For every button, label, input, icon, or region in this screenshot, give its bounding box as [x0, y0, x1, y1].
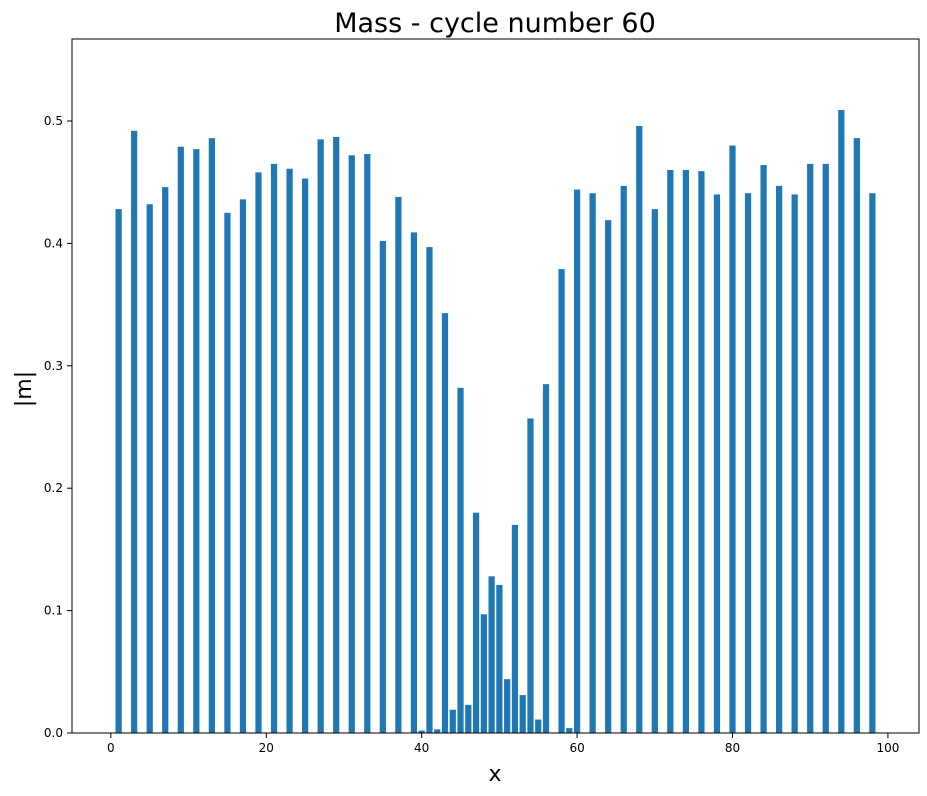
- bar: [776, 185, 783, 733]
- bar: [822, 163, 829, 734]
- bar: [302, 178, 309, 733]
- bar: [286, 168, 293, 734]
- bar: [729, 145, 736, 734]
- bar-series: [115, 109, 876, 734]
- x-tick-label: 0: [107, 741, 115, 755]
- y-tick-label: 0.4: [44, 236, 63, 250]
- bar: [177, 146, 184, 733]
- y-tick-label: 0.2: [44, 481, 63, 495]
- bar: [270, 163, 278, 734]
- bar: [379, 240, 386, 733]
- y-axis-label: |m|: [12, 371, 37, 407]
- x-tick-label: 60: [569, 741, 584, 755]
- bar: [713, 194, 721, 733]
- bar: [457, 387, 464, 733]
- bar: [317, 139, 324, 733]
- bar: [573, 189, 581, 734]
- bar: [566, 728, 573, 733]
- bar: [636, 125, 643, 733]
- bar: [441, 313, 449, 733]
- x-axis-label: x: [488, 762, 501, 787]
- bar: [511, 524, 519, 733]
- bar: [791, 194, 798, 733]
- bar: [480, 614, 487, 733]
- x-tick-label: 40: [414, 741, 429, 755]
- bar: [504, 679, 511, 733]
- bar: [115, 209, 122, 733]
- bar: [418, 730, 425, 733]
- bar: [869, 193, 876, 734]
- bar: [589, 193, 596, 734]
- bar: [434, 729, 441, 733]
- bar: [535, 719, 542, 733]
- bar: [395, 196, 402, 733]
- bar: [651, 209, 658, 733]
- bar: [239, 199, 247, 734]
- bar: [542, 384, 550, 733]
- bar: [744, 193, 752, 734]
- bar: [496, 584, 503, 733]
- bar: [348, 155, 355, 733]
- bar: [682, 169, 689, 734]
- y-tick-label: 0.1: [44, 604, 63, 618]
- bar: [364, 154, 371, 734]
- bar: [333, 136, 340, 734]
- bar: [131, 130, 138, 734]
- bar: [255, 172, 262, 733]
- bar: [527, 418, 534, 733]
- y-tick-label: 0.3: [44, 359, 63, 373]
- chart-title: Mass - cycle number 60: [334, 8, 656, 39]
- plot-frame: [71, 38, 920, 734]
- bar: [472, 512, 480, 733]
- bar: [760, 165, 767, 733]
- bar: [605, 220, 612, 733]
- bar: [807, 163, 814, 734]
- x-axis-ticks: 0 20 40 60 80 100: [107, 733, 899, 755]
- y-axis-ticks: 0.0 0.1 0.2 0.3 0.4 0.5: [44, 114, 72, 740]
- bar: [488, 576, 495, 733]
- bar: [193, 149, 200, 733]
- y-tick-label: 0.0: [44, 726, 63, 740]
- bar: [146, 204, 153, 734]
- bar: [698, 171, 705, 733]
- x-tick-label: 100: [876, 741, 899, 755]
- bar: [410, 232, 418, 733]
- bar: [558, 269, 565, 733]
- bar: [620, 185, 627, 733]
- bar: [426, 247, 433, 733]
- y-tick-label: 0.5: [44, 114, 63, 128]
- bar: [208, 138, 215, 733]
- x-tick-label: 20: [259, 741, 274, 755]
- bar: [162, 187, 169, 734]
- x-tick-label: 80: [725, 741, 740, 755]
- bar: [838, 109, 845, 734]
- bar: [519, 695, 526, 733]
- bar: [667, 169, 674, 734]
- bar: [224, 212, 231, 733]
- bar: [853, 138, 860, 733]
- bar: [449, 709, 456, 733]
- bar: [465, 704, 472, 733]
